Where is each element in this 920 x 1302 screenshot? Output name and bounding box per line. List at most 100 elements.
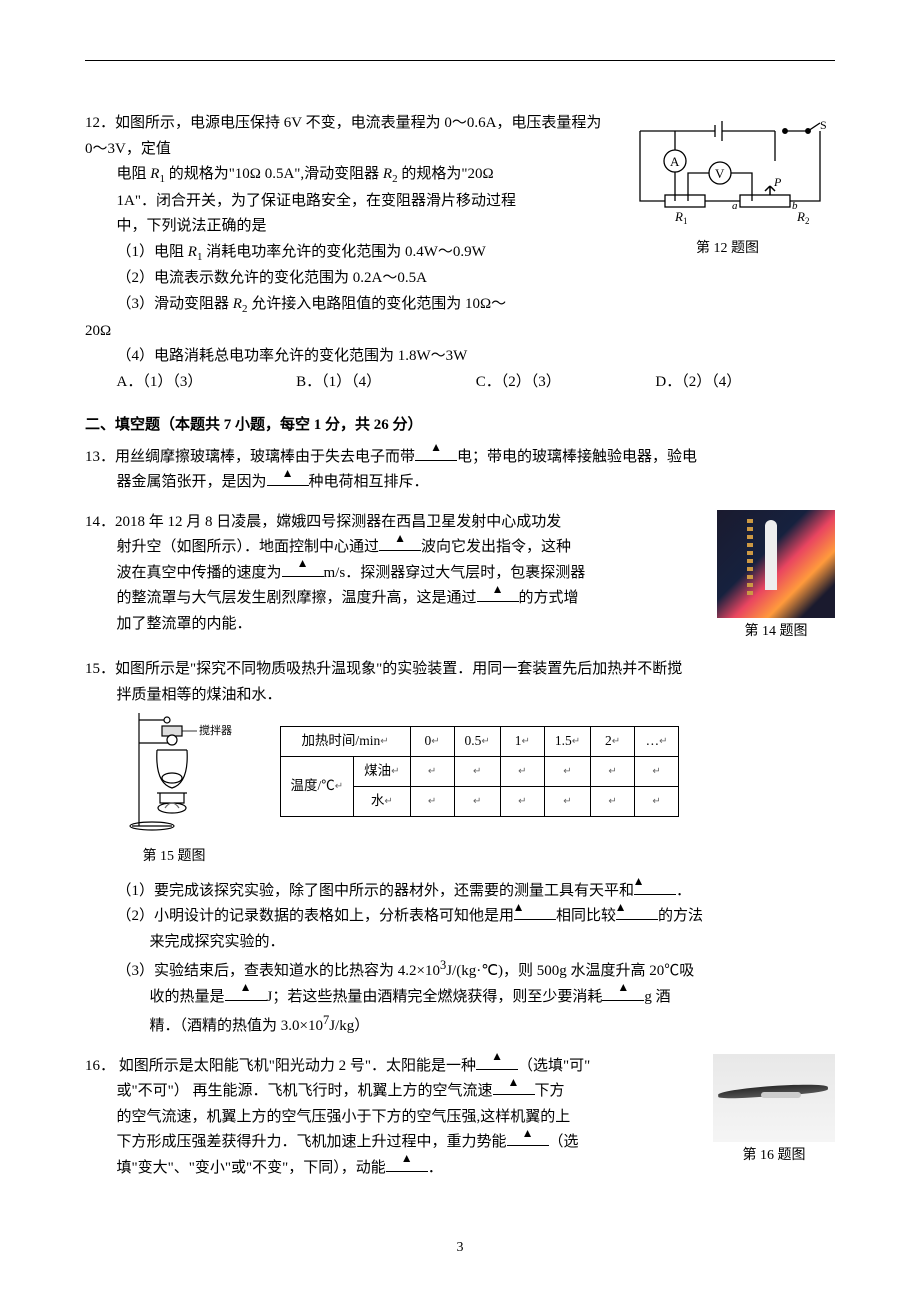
q13-line2: 器金属箔张开，是因为▲种电荷相互排斥． <box>85 470 835 496</box>
q12-i3b: 允许接入电路阻值的变化范围为 10Ω～ <box>247 296 506 312</box>
q16-c: 或"不可"） 再生能源．飞机飞行时，机翼上方的空气流速 <box>117 1083 493 1099</box>
blank-fill: ▲ <box>386 1157 428 1172</box>
q12-r2: R <box>383 166 392 182</box>
q12-stem-c: 的规格为"10Ω 0.5A",滑动变阻器 <box>165 166 383 182</box>
svg-text:1: 1 <box>683 216 688 226</box>
q14-figure-box: 第 14 题图 <box>717 510 835 644</box>
blank-fill: ▲ <box>634 880 676 895</box>
blank-fill: ▲ <box>507 1131 549 1146</box>
q16-h: 填"变大"、"变小"或"不变"，下同），动能 <box>117 1160 386 1176</box>
q12-item3c: 20Ω <box>85 319 835 345</box>
q12-opt-c: C．（2）（3） <box>476 370 656 396</box>
section-2-header: 二、填空题（本题共 7 小题，每空 1 分，共 26 分） <box>85 413 835 439</box>
blank-marker: ▲ <box>240 977 252 997</box>
q12-stem-b: 电阻 <box>117 166 151 182</box>
blank-fill: ▲ <box>602 986 644 1001</box>
q15-caption: 第 15 题图 <box>117 845 232 869</box>
th-oil-text: 煤油 <box>364 763 391 778</box>
table-cell: ↵ <box>591 787 635 817</box>
blank-marker: ▲ <box>508 1072 520 1092</box>
q15-number: 15． <box>85 661 115 677</box>
q16-caption: 第 16 题图 <box>713 1144 835 1168</box>
cell-val: 2 <box>605 733 612 748</box>
q12-item2: （2）电流表示数允许的变化范围为 0.2A～0.5A <box>85 266 835 292</box>
q12-i3a: （3）滑动变阻器 <box>117 296 233 312</box>
table-cell: ↵ <box>500 757 544 787</box>
stirrer-label: 搅拌器 <box>199 723 232 737</box>
question-12: S A V P a b R 1 R 2 第 <box>85 111 835 395</box>
q15-s2b: 相同比较 <box>556 908 616 924</box>
table-cell: ↵ <box>454 757 500 787</box>
q15-data-table: 加热时间/min↵ 0↵ 0.5↵ 1↵ 1.5↵ 2↵ …↵ 温度/℃ ↵ 煤油… <box>280 726 680 817</box>
blank-marker: ▲ <box>401 1148 413 1168</box>
q12-i1a: （1）电阻 <box>117 244 188 260</box>
table-cell: …↵ <box>635 727 679 757</box>
svg-text:2: 2 <box>805 216 810 226</box>
svg-text:R: R <box>796 209 805 224</box>
blank-fill: ▲ <box>267 471 309 486</box>
q14-e: m/s．探测器穿过大气层时，包裹探测器 <box>324 565 586 581</box>
table-row: 加热时间/min↵ 0↵ 0.5↵ 1↵ 1.5↵ 2↵ …↵ <box>280 727 679 757</box>
plane-body <box>761 1092 801 1098</box>
blank-marker: ▲ <box>522 1123 534 1143</box>
q12-i1b: 消耗电功率允许的变化范围为 0.4W～0.9W <box>202 244 485 260</box>
table-cell: ↵ <box>454 787 500 817</box>
q15-s1b: ． <box>676 883 691 899</box>
q16-i: ． <box>428 1160 443 1176</box>
question-14: 第 14 题图 14．2018 年 12 月 8 日凌晨，嫦娥四号探测器在西昌卫… <box>85 510 835 644</box>
blank-marker: ▲ <box>282 463 294 483</box>
q12-item4: （4）电路消耗总电功率允许的变化范围为 1.8W～3W <box>85 344 835 370</box>
q15-s3d: g 酒 <box>644 989 670 1005</box>
rocket-body <box>765 520 777 590</box>
blank-fill: ▲ <box>415 446 457 461</box>
th-temp-text: 温度/℃ <box>291 778 335 793</box>
horizontal-rule-top <box>85 60 835 61</box>
q12-opt-a: A．（1）（3） <box>117 370 297 396</box>
table-cell: ↵ <box>410 757 454 787</box>
q16-b: （选填"可" <box>518 1058 590 1074</box>
question-13: 13．用丝绸摩擦玻璃棒，玻璃棒由于失去电子而带▲电；带电的玻璃棒接触验电器，验电… <box>85 445 835 496</box>
q16-figure-box: 第 16 题图 <box>713 1054 835 1168</box>
blank-marker: ▲ <box>617 977 629 997</box>
q15-line1: 15．如图所示是"探究不同物质吸热升温现象"的实验装置．用同一套装置先后加热并不… <box>85 657 835 683</box>
q15-line2: 拌质量相等的煤油和水． <box>85 683 835 709</box>
table-cell: ↵ <box>591 757 635 787</box>
q16-d: 下方 <box>535 1083 565 1099</box>
q14-b: 射升空（如图所示）．地面控制中心通过 <box>117 539 380 555</box>
q15-sub3c: 精．（酒精的热值为 3.0×107J/kg） <box>85 1010 835 1040</box>
q12-i3r: R <box>233 296 242 312</box>
table-cell: 0↵ <box>410 727 454 757</box>
circuit-diagram: S A V P a b R 1 R 2 <box>620 111 835 226</box>
q13-c: 器金属箔张开，是因为 <box>117 474 267 490</box>
q14-a: 2018 年 12 月 8 日凌晨，嫦娥四号探测器在西昌卫星发射中心成功发 <box>115 514 561 530</box>
blank-marker: ▲ <box>297 553 309 573</box>
q15-sub3b: 收的热量是▲J；若这些热量由酒精完全燃烧获得，则至少要消耗▲g 酒 <box>85 985 835 1011</box>
q12-options: A．（1）（3） B．（1）（4） C．（2）（3） D．（2）（4） <box>85 370 835 396</box>
blank-marker: ▲ <box>394 528 406 548</box>
q13-a: 用丝绸摩擦玻璃棒，玻璃棒由于失去电子而带 <box>115 449 415 465</box>
experiment-apparatus: 搅拌器 <box>117 708 232 833</box>
table-cell: 1.5↵ <box>544 727 590 757</box>
table-cell: ↵ <box>544 787 590 817</box>
solar-plane-image <box>713 1054 835 1142</box>
q14-g: 的方式增 <box>519 590 579 606</box>
blank-fill: ▲ <box>616 905 658 920</box>
q12-opt-b: B．（1）（4） <box>296 370 476 396</box>
q15-sub2b: 来完成探究实验的． <box>85 930 835 956</box>
q15-sub3: （3）实验结束后，查表知道水的比热容为 4.2×103J/(kg·℃)，则 50… <box>118 955 835 985</box>
q13-line1: 13．用丝绸摩擦玻璃棒，玻璃棒由于失去电子而带▲电；带电的玻璃棒接触验电器，验电 <box>85 445 835 471</box>
table-cell: ↵ <box>635 757 679 787</box>
th-oil: 煤油↵ <box>354 757 410 787</box>
q15-stem-a: 如图所示是"探究不同物质吸热升温现象"的实验装置．用同一套装置先后加热并不断搅 <box>115 661 682 677</box>
q13-b: 电；带电的玻璃棒接触验电器，验电 <box>457 449 697 465</box>
table-cell: ↵ <box>544 757 590 787</box>
q12-i1r: R <box>188 244 197 260</box>
svg-text:P: P <box>773 175 782 189</box>
th-time: 加热时间/min↵ <box>280 727 410 757</box>
blank-fill: ▲ <box>225 986 267 1001</box>
q14-d: 波在真空中传播的速度为 <box>117 565 282 581</box>
th-water-text: 水 <box>371 793 385 808</box>
svg-text:S: S <box>820 118 827 132</box>
q12-stem-d: 的规格为"20Ω <box>398 166 494 182</box>
q15-s3c: J；若这些热量由酒精完全燃烧获得，则至少要消耗 <box>267 989 603 1005</box>
